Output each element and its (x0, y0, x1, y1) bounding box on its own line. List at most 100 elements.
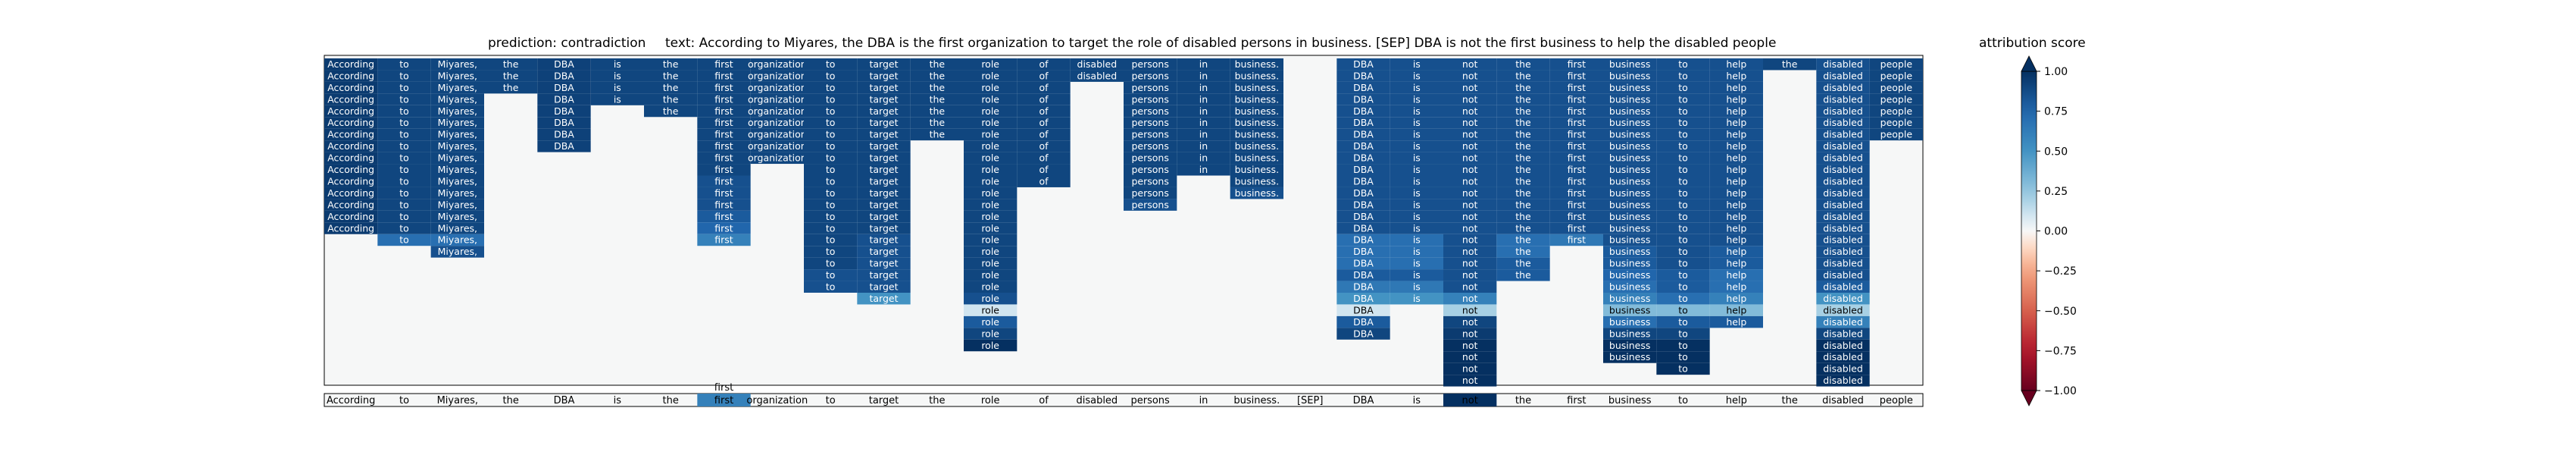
cell-label: not (1462, 269, 1478, 281)
cell-label: business (1609, 105, 1650, 117)
cell-label: target (869, 199, 898, 210)
cell-label: is (1413, 70, 1421, 81)
heatmap-cell (1443, 70, 1497, 82)
cell-label: to (1678, 258, 1688, 269)
cell-label: not (1462, 340, 1478, 351)
cell-label: to (826, 93, 836, 105)
heatmap-cell (857, 117, 911, 129)
cell-label: to (399, 211, 409, 222)
heatmap-cell (1709, 128, 1763, 141)
cell-label: business (1609, 211, 1650, 222)
cell-label: persons (1131, 105, 1168, 117)
cell-label: first (714, 58, 733, 70)
cell-label: persons (1131, 70, 1168, 81)
cell-label: role (981, 304, 999, 315)
cell-label: business (1609, 129, 1650, 140)
heatmap-cell (1124, 199, 1177, 211)
cell-label: disabled (1823, 93, 1863, 105)
heatmap-cell (1869, 93, 1923, 105)
heatmap-cell (1390, 222, 1443, 234)
heatmap-cell (1177, 105, 1230, 118)
cell-label: target (869, 58, 898, 70)
heatmap-cell (430, 164, 484, 176)
heatmap-cell (1603, 339, 1657, 352)
heatmap-cell (697, 210, 751, 223)
cell-label: disabled (1823, 82, 1863, 93)
cell-label: role (981, 105, 999, 117)
heatmap-cell (1709, 164, 1763, 176)
cell-label: business (1609, 70, 1650, 81)
heatmap-cell (1549, 222, 1603, 234)
cell-label: DBA (1353, 211, 1374, 222)
heatmap-cell (1336, 128, 1390, 141)
cell-label: first (714, 187, 733, 199)
heatmap-cell (1390, 199, 1443, 211)
heatmap-cell (804, 70, 858, 82)
cell-label: to (399, 105, 409, 117)
heatmap-cell (1709, 304, 1763, 316)
heatmap-cell (1656, 105, 1710, 118)
cell-label: the (503, 70, 519, 81)
cell-label: role (981, 175, 999, 187)
cell-label: target (869, 152, 898, 164)
cell-label: to (1678, 140, 1688, 152)
cell-label: to (826, 82, 836, 93)
cell-label: first (714, 152, 733, 164)
heatmap-cell (1869, 105, 1923, 118)
heatmap-cell (1443, 175, 1497, 187)
heatmap-cell (1816, 58, 1870, 71)
heatmap-cell (1549, 175, 1603, 187)
cell-label: business. (1235, 187, 1279, 199)
heatmap-cell (1496, 93, 1550, 105)
heatmap-cell (1124, 58, 1177, 71)
token-label: role (981, 395, 1000, 406)
heatmap-cell (1816, 81, 1870, 94)
heatmap-cell (964, 175, 1018, 187)
heatmap-cell (1709, 315, 1763, 328)
cell-label: disabled (1823, 269, 1863, 281)
cell-label: target (869, 293, 898, 304)
heatmap-cell (1443, 152, 1497, 165)
cell-label: people (1880, 93, 1913, 105)
cell-label: DBA (1353, 199, 1374, 210)
cell-label: the (663, 82, 679, 93)
cell-label: of (1039, 129, 1049, 140)
token-label: target (869, 395, 899, 406)
cell-label: persons (1131, 117, 1168, 128)
cell-label: the (1515, 82, 1531, 93)
cell-label: business (1609, 175, 1650, 187)
cell-label: first (714, 105, 733, 117)
cell-label: to (1678, 222, 1688, 234)
heatmap-cell (377, 222, 431, 234)
colorbar-tick-label: 0.75 (2044, 106, 2068, 118)
heatmap-cell (324, 199, 378, 211)
cell-label: disabled (1823, 375, 1863, 386)
cell-label: the (1515, 175, 1531, 187)
cell-label: organization (748, 93, 807, 105)
heatmap-cell (804, 257, 858, 270)
cell-label: business (1609, 328, 1650, 339)
heatmap-cell (1496, 105, 1550, 118)
heatmap-cell (1816, 351, 1870, 363)
heatmap-cell (1603, 210, 1657, 223)
heatmap-cell (1443, 81, 1497, 94)
cell-label: to (826, 187, 836, 199)
cell-label: disabled (1823, 340, 1863, 351)
cell-label: is (1413, 140, 1421, 152)
colorbar-max-arrow (2021, 55, 2037, 72)
cell-label: target (869, 281, 898, 293)
cell-label: organization (748, 129, 807, 140)
heatmap-cell (1443, 257, 1497, 270)
cell-label: first (1568, 70, 1587, 81)
cell-label: to (399, 199, 409, 210)
heatmap-cell (1656, 199, 1710, 211)
heatmap-cell (1017, 105, 1071, 118)
cell-label: to (826, 140, 836, 152)
heatmap-cell (1230, 93, 1283, 105)
cell-label: to (1678, 293, 1688, 304)
heatmap-cell (1230, 140, 1283, 152)
cell-label: of (1039, 164, 1049, 175)
heatmap-cell (1603, 222, 1657, 234)
cell-label: help (1726, 129, 1746, 140)
heatmap-cell (1124, 140, 1177, 152)
